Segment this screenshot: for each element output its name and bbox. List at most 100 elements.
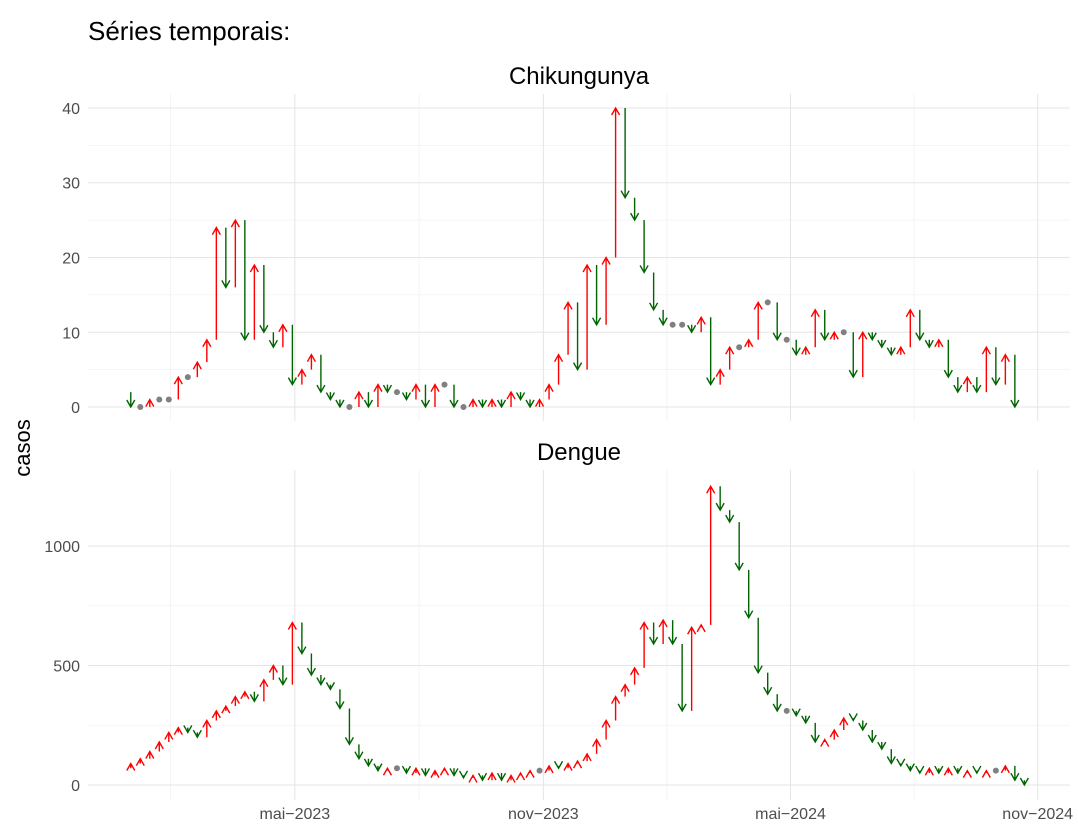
- down-arrow: [810, 722, 820, 744]
- down-arrow: [325, 392, 336, 401]
- equal-dot: [783, 707, 790, 714]
- up-arrow: [572, 759, 583, 769]
- down-arrow: [791, 339, 801, 357]
- down-arrow: [630, 197, 640, 222]
- up-arrow: [639, 621, 649, 668]
- y-tick-label: 500: [53, 658, 80, 675]
- up-arrow: [582, 752, 592, 762]
- down-arrow: [515, 392, 526, 401]
- up-arrow: [278, 323, 288, 348]
- down-arrow: [677, 643, 687, 713]
- y-tick-label: 40: [62, 101, 80, 118]
- down-arrow: [525, 399, 535, 409]
- down-arrow: [877, 339, 887, 349]
- up-arrow: [506, 390, 516, 408]
- down-arrow: [649, 622, 659, 646]
- down-arrow: [449, 768, 459, 777]
- up-arrow: [202, 719, 212, 738]
- up-arrow: [1000, 353, 1010, 385]
- equal-dot: [156, 396, 163, 403]
- up-arrow: [297, 368, 307, 385]
- down-arrow: [458, 770, 469, 780]
- up-arrow: [268, 664, 278, 680]
- up-arrow: [981, 769, 991, 778]
- up-arrow: [601, 256, 611, 325]
- up-arrow: [373, 383, 383, 408]
- equal-dot: [783, 336, 790, 343]
- up-arrow: [259, 678, 269, 702]
- up-arrow: [164, 731, 174, 742]
- down-arrow: [572, 302, 583, 372]
- down-arrow: [477, 399, 488, 409]
- down-arrow: [335, 689, 345, 710]
- down-arrow: [734, 522, 744, 572]
- equal-dot: [393, 765, 400, 772]
- up-arrow: [610, 695, 621, 721]
- equal-dot: [669, 321, 676, 328]
- up-arrow: [658, 618, 668, 644]
- equal-dot: [460, 404, 467, 411]
- down-arrow: [877, 741, 887, 751]
- up-arrow: [591, 738, 602, 754]
- up-arrow: [145, 398, 155, 408]
- panel-title: Chikungunya: [509, 63, 650, 90]
- up-arrow: [240, 690, 250, 700]
- equal-dot: [736, 344, 743, 351]
- down-arrow: [867, 730, 877, 744]
- down-arrow: [382, 384, 393, 394]
- equal-dot: [137, 404, 144, 411]
- equal-dot: [764, 299, 771, 306]
- down-arrow: [687, 324, 697, 334]
- down-arrow: [972, 377, 982, 394]
- down-arrow: [715, 486, 725, 512]
- down-arrow: [801, 715, 811, 725]
- down-arrow: [278, 665, 288, 687]
- down-arrow: [496, 772, 507, 782]
- up-arrow: [563, 300, 573, 355]
- down-arrow: [1010, 354, 1020, 409]
- up-arrow: [430, 383, 440, 408]
- up-arrow: [126, 762, 136, 771]
- up-arrow: [287, 621, 297, 685]
- page-title: Séries temporais:: [88, 16, 290, 46]
- up-arrow: [468, 774, 478, 783]
- down-arrow: [820, 309, 830, 342]
- up-arrow: [829, 330, 839, 340]
- up-arrow: [563, 762, 573, 771]
- up-arrow: [154, 740, 164, 752]
- up-arrow: [839, 716, 849, 731]
- down-arrow: [183, 725, 193, 734]
- down-arrow: [668, 620, 678, 646]
- down-arrow: [591, 264, 602, 327]
- up-arrow: [753, 300, 763, 340]
- down-arrow: [620, 107, 630, 200]
- down-arrow: [363, 392, 374, 409]
- down-arrow: [363, 758, 374, 768]
- down-arrow: [848, 713, 858, 722]
- x-tick-label: mai−2023: [259, 806, 330, 823]
- up-arrow: [706, 484, 716, 625]
- equal-dot: [441, 381, 448, 388]
- down-arrow: [744, 569, 754, 620]
- down-arrow: [344, 708, 355, 746]
- up-arrow: [525, 769, 535, 778]
- up-arrow: [620, 683, 630, 697]
- down-arrow: [240, 220, 250, 342]
- down-arrow: [886, 749, 896, 765]
- up-arrow: [962, 375, 972, 393]
- up-arrow: [687, 625, 697, 711]
- up-arrow: [211, 709, 221, 721]
- equal-dot: [165, 396, 172, 403]
- down-arrow: [915, 309, 925, 342]
- up-arrow: [582, 263, 592, 370]
- equal-dot: [346, 404, 353, 411]
- up-arrow: [553, 353, 564, 385]
- down-arrow: [848, 332, 858, 379]
- up-arrow: [820, 738, 830, 747]
- up-arrow: [230, 695, 240, 707]
- equal-dot: [184, 374, 191, 381]
- down-arrow: [725, 510, 735, 524]
- down-arrow: [772, 302, 782, 342]
- up-arrow: [858, 330, 868, 378]
